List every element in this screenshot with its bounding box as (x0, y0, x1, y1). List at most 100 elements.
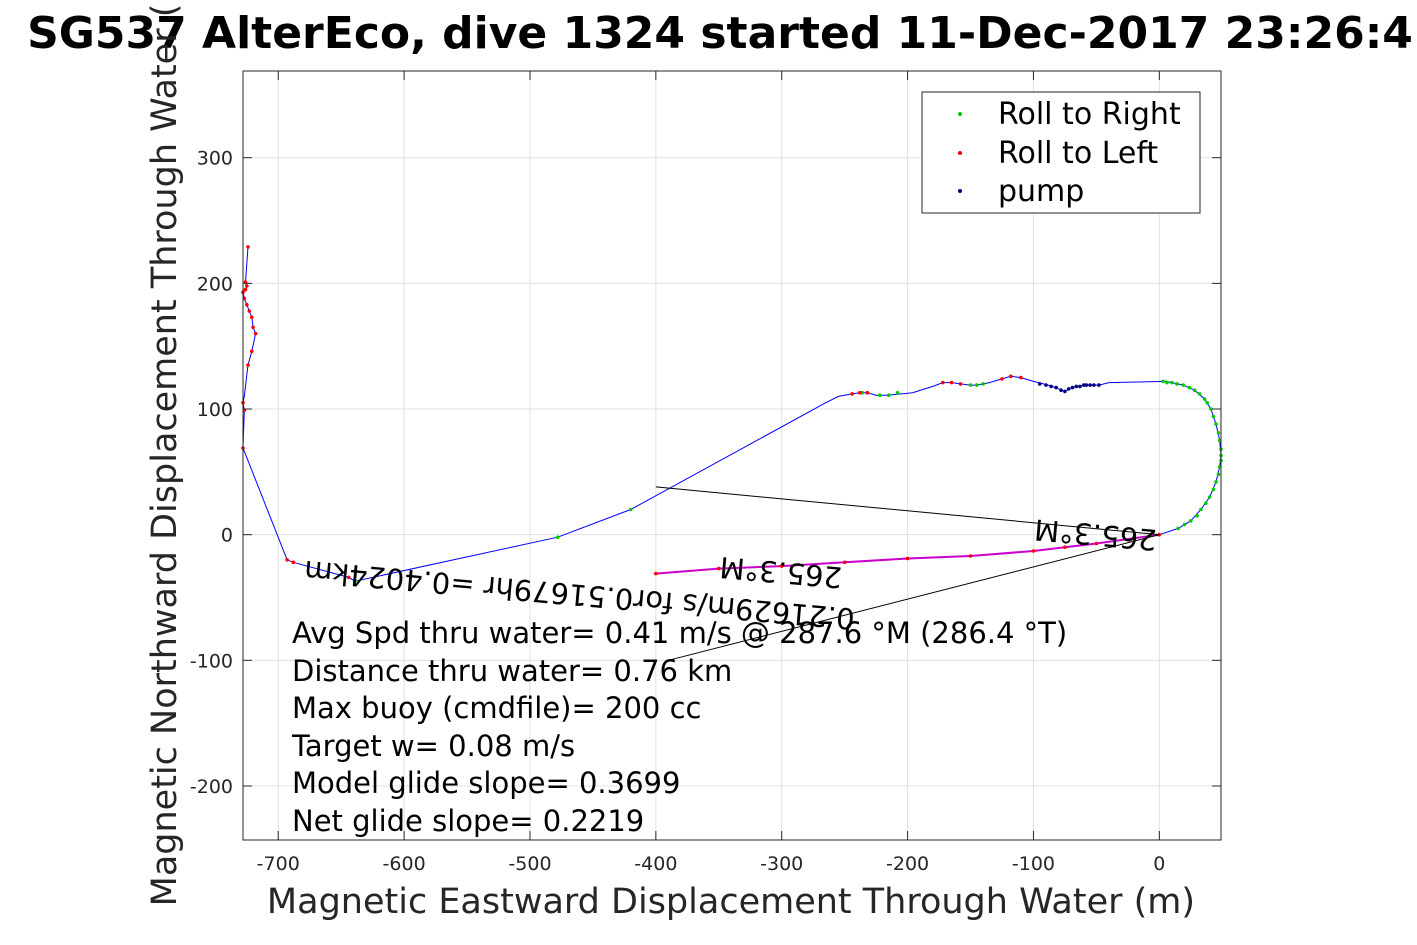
roll-right-point (555, 535, 560, 539)
roll-left-point (958, 382, 963, 386)
roll-left-point (654, 571, 658, 576)
pump-point (1037, 382, 1042, 386)
legend-marker-roll-right (958, 112, 962, 116)
roll-left-point (1063, 545, 1067, 549)
roll-right-point (1189, 519, 1193, 523)
axis-ticks: -700 -600 -500 -400 -300 -200 -100 0 -200 -100 0 10… (190, 71, 1221, 875)
annotation-target-w: Target w= 0.08 m/s (291, 729, 575, 763)
vector-lines (655, 486, 1160, 661)
annotation-distance: Distance thru water= 0.76 km (292, 654, 732, 688)
x-tick-label: 0 (1153, 853, 1165, 875)
annotation-model-glide: Model glide slope= 0.3699 (292, 766, 680, 800)
roll-right-point (1161, 379, 1165, 384)
annotation-avg-speed: Avg Spd thru water= 0.41 m/s @ 287.6 °M … (292, 616, 1067, 650)
roll-right-point (1182, 522, 1187, 527)
pump-point (1054, 385, 1058, 390)
pump-point (1092, 383, 1096, 387)
pump-point (1070, 385, 1075, 390)
y-tick-label: 300 (197, 148, 233, 170)
annotation-max-buoy: Max buoy (cmdfile)= 200 cc (292, 691, 701, 725)
x-tick-label: -700 (257, 853, 300, 875)
roll-left-point (243, 287, 248, 292)
x-tick-label: -500 (508, 853, 551, 875)
roll-right-point (1211, 487, 1216, 492)
roll-left-point (1009, 374, 1013, 379)
roll-right-point (1195, 514, 1199, 518)
legend-box (921, 91, 1201, 214)
heading-vector-line (668, 534, 1160, 661)
x-tick-label: -200 (886, 853, 929, 875)
roll-left-point (291, 560, 296, 565)
roll-right-point (1175, 382, 1179, 386)
legend: Roll to Right Roll to Left pump (921, 91, 1201, 214)
pump-point (1049, 384, 1053, 389)
roll-left-point (251, 325, 255, 330)
dive-statistics: Avg Spd thru water= 0.41 m/s @ 287.6 °M … (291, 616, 1067, 838)
roll-right-point (1214, 422, 1218, 426)
heading-track-line (655, 533, 1160, 575)
pump-point (1078, 384, 1082, 389)
legend-marker-pump (958, 189, 962, 193)
pump-point (1084, 383, 1089, 387)
roll-right-point (1209, 407, 1213, 411)
roll-right-point (895, 390, 900, 395)
plot-frame (242, 70, 1222, 841)
roll-right-point (860, 390, 865, 395)
roll-left-point (250, 349, 254, 354)
roll-left-point (1031, 549, 1036, 553)
roll-left-point (250, 315, 254, 320)
roll-left-point (968, 554, 973, 558)
roll-left-point (842, 560, 847, 565)
y-tick-label: 0 (221, 525, 233, 547)
y-axis-label: Magnetic Northward Displacement Through … (145, 4, 185, 907)
roll-left-point (246, 245, 250, 249)
roll-right-point (1204, 501, 1208, 506)
roll-left-point (949, 380, 954, 385)
roll-left-point (245, 302, 249, 307)
roll-right-point (975, 383, 979, 387)
roll-right-point (968, 383, 973, 387)
roll-right-point (1181, 383, 1185, 387)
roll-left-point (865, 390, 870, 395)
roll-left-point (285, 558, 289, 562)
roll-right-point (1187, 385, 1192, 390)
y-tick-label: 200 (197, 273, 233, 295)
roll-right-point (1207, 495, 1212, 499)
legend-marker-roll-left (958, 151, 962, 155)
x-tick-label: -300 (760, 853, 803, 875)
pump-point (1044, 383, 1048, 387)
pump-point (1059, 388, 1063, 393)
roll-right-point (1216, 431, 1221, 435)
roll-left-point (850, 392, 854, 396)
legend-label-roll-right: Roll to Right (998, 97, 1181, 132)
roll-right-point (1170, 380, 1174, 385)
x-tick-label: -400 (634, 853, 677, 875)
y-tick-label: 100 (197, 399, 233, 421)
pump-point (1097, 383, 1101, 387)
roll-left-point (253, 331, 258, 336)
roll-right-point (1165, 380, 1169, 385)
legend-label-roll-left: Roll to Left (998, 136, 1158, 171)
chart-title: SG537 AlterEco, dive 1324 started 11-Dec… (27, 8, 1413, 59)
roll-right-point (1176, 526, 1180, 531)
roll-left-point (941, 380, 945, 385)
legend-label-pump: pump (998, 174, 1084, 209)
roll-left-point (247, 309, 252, 313)
roll-left-point (246, 363, 250, 367)
roll-right-point (1197, 392, 1202, 396)
roll-right-point (878, 393, 882, 398)
x-tick-label: -100 (1012, 853, 1055, 875)
roll-right-point (1199, 507, 1203, 512)
roll-left-point (1094, 541, 1099, 546)
y-tick-label: -200 (190, 776, 233, 798)
pump-point (1088, 383, 1092, 387)
roll-left-point (1019, 375, 1023, 380)
roll-left-point (905, 556, 910, 561)
roll-right-point (1205, 400, 1209, 405)
heading-vector-line (655, 486, 1160, 536)
annotation-net-glide: Net glide slope= 0.2219 (292, 804, 644, 838)
roll-left-point (245, 284, 249, 288)
roll-right-point (628, 507, 633, 512)
roll-left-point (717, 566, 721, 571)
